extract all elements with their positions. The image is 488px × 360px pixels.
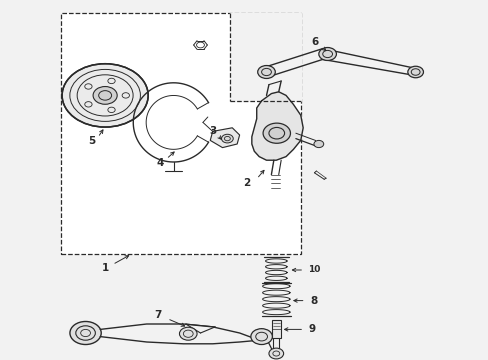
Circle shape [263,123,290,143]
Circle shape [257,66,275,78]
Circle shape [268,348,283,359]
Circle shape [313,140,323,148]
Text: 1: 1 [102,263,108,273]
Circle shape [250,329,272,345]
Text: 5: 5 [88,136,95,147]
Bar [271,320,280,338]
Circle shape [179,327,197,340]
Polygon shape [251,92,303,160]
Text: 3: 3 [209,126,216,136]
Circle shape [93,86,117,104]
Circle shape [221,134,233,143]
Text: 10: 10 [307,266,320,274]
Circle shape [318,48,336,60]
Circle shape [62,64,148,127]
Text: 7: 7 [153,310,161,320]
Bar [61,13,300,254]
Text: 2: 2 [243,178,250,188]
Text: 9: 9 [308,324,315,334]
Circle shape [407,66,423,78]
Text: 6: 6 [311,37,318,48]
Polygon shape [229,13,300,101]
Text: 4: 4 [156,158,163,168]
Circle shape [70,321,101,345]
Text: 8: 8 [310,296,317,306]
Polygon shape [210,128,239,148]
